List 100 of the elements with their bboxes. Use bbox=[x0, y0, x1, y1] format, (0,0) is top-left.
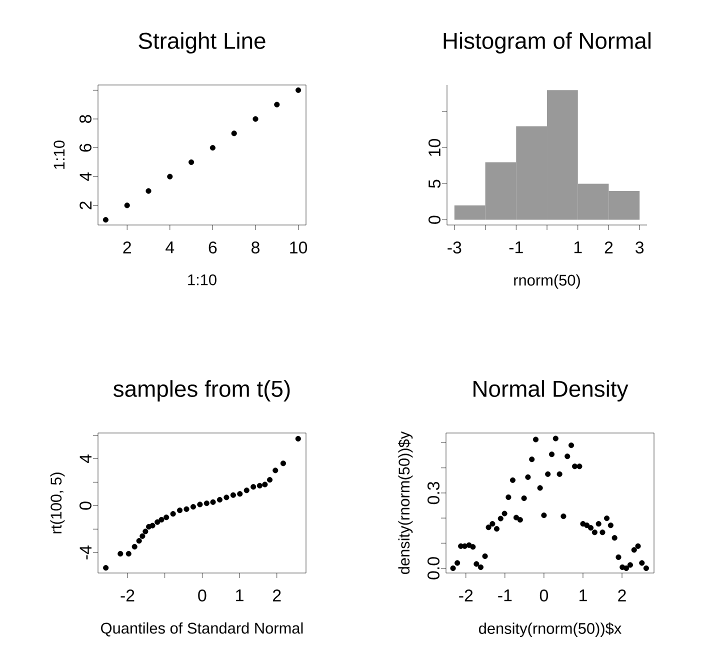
point bbox=[576, 464, 582, 470]
point bbox=[612, 535, 618, 541]
point bbox=[136, 538, 142, 544]
point bbox=[197, 502, 203, 508]
point bbox=[588, 525, 594, 531]
point bbox=[167, 174, 173, 180]
point bbox=[635, 543, 641, 549]
x-tick-label: 2 bbox=[618, 590, 626, 602]
point bbox=[498, 516, 504, 522]
point bbox=[231, 130, 237, 136]
point bbox=[490, 521, 496, 527]
point bbox=[103, 565, 109, 571]
point bbox=[545, 471, 551, 477]
point bbox=[154, 519, 160, 525]
point bbox=[556, 471, 562, 477]
x-tick-label: 6 bbox=[208, 242, 217, 254]
y-tick-label: 6 bbox=[79, 144, 92, 152]
point bbox=[572, 464, 578, 470]
point bbox=[140, 533, 146, 539]
point bbox=[295, 436, 301, 442]
x-axis-title: 1:10 bbox=[188, 274, 216, 286]
point bbox=[510, 477, 516, 483]
point bbox=[252, 116, 258, 122]
x-tick-label: 2 bbox=[604, 242, 613, 254]
point bbox=[237, 491, 243, 497]
x-tick-label: 3 bbox=[636, 242, 644, 254]
point bbox=[204, 500, 210, 506]
y-tick-label: 4 bbox=[80, 172, 92, 181]
point bbox=[627, 562, 634, 568]
point bbox=[506, 494, 512, 500]
point bbox=[296, 87, 302, 93]
point bbox=[132, 544, 138, 550]
x-tick-label: 1 bbox=[574, 242, 582, 254]
y-tick-label: 0 bbox=[428, 216, 440, 224]
point bbox=[454, 560, 460, 566]
point bbox=[102, 217, 109, 223]
point bbox=[482, 553, 488, 559]
point bbox=[478, 564, 484, 570]
x-axis-title: Quantiles of Standard Normal bbox=[101, 622, 303, 636]
point bbox=[608, 522, 614, 528]
point bbox=[604, 516, 610, 522]
x-tick-label: 8 bbox=[252, 242, 260, 254]
point bbox=[643, 565, 650, 572]
point bbox=[142, 528, 148, 534]
point bbox=[158, 516, 164, 523]
point bbox=[624, 565, 630, 572]
point bbox=[494, 526, 500, 532]
point bbox=[280, 460, 286, 466]
point bbox=[230, 492, 236, 498]
y-tick-label: 0.0 bbox=[427, 557, 440, 580]
point bbox=[170, 511, 176, 517]
y-tick-label: 0 bbox=[79, 502, 92, 510]
point bbox=[266, 477, 273, 483]
point bbox=[525, 474, 531, 480]
point bbox=[244, 488, 250, 494]
point bbox=[190, 504, 196, 510]
point bbox=[560, 514, 566, 520]
x-axis-title: density(rnorm(50))$x bbox=[478, 622, 622, 637]
point bbox=[521, 495, 527, 502]
point bbox=[639, 560, 645, 566]
point bbox=[250, 484, 256, 490]
x-tick-label: -1 bbox=[509, 242, 523, 254]
point bbox=[274, 102, 280, 108]
point bbox=[210, 144, 216, 151]
point bbox=[272, 468, 278, 474]
point bbox=[256, 482, 262, 488]
y-tick-label: 8 bbox=[79, 115, 92, 123]
y-axis-title: 1:10 bbox=[54, 140, 65, 169]
point bbox=[124, 202, 130, 208]
point bbox=[184, 506, 190, 512]
point bbox=[552, 436, 558, 442]
point bbox=[568, 442, 574, 448]
x-tick-label: 0 bbox=[198, 590, 206, 602]
chart-title: Normal Density bbox=[474, 380, 628, 402]
y-tick-label: -4 bbox=[80, 546, 92, 560]
x-tick-label: 1 bbox=[580, 590, 587, 602]
x-tick-label: 0 bbox=[540, 590, 548, 602]
x-tick-label: -3 bbox=[448, 242, 462, 254]
point bbox=[541, 512, 547, 518]
point bbox=[548, 452, 555, 458]
x-axis-title: rnorm(50) bbox=[514, 274, 580, 289]
point bbox=[502, 510, 508, 516]
point bbox=[450, 565, 456, 572]
point bbox=[529, 456, 535, 462]
point bbox=[564, 454, 570, 460]
chart-title: Histogram of Normal bbox=[444, 32, 650, 54]
x-tick-label: -2 bbox=[459, 590, 473, 602]
point bbox=[600, 530, 606, 536]
y-tick-label: 10 bbox=[428, 139, 440, 156]
x-tick-label: 2 bbox=[273, 590, 281, 602]
point bbox=[517, 517, 523, 523]
x-tick-label: -2 bbox=[120, 590, 134, 602]
y-tick-label: 4 bbox=[80, 454, 92, 464]
point bbox=[486, 524, 492, 530]
point bbox=[146, 188, 152, 194]
chart-title: Straight Line bbox=[138, 32, 266, 54]
point bbox=[470, 544, 476, 550]
point bbox=[126, 550, 132, 557]
y-axis-title: density(rnorm(50))$y bbox=[398, 431, 413, 574]
point bbox=[150, 522, 156, 528]
